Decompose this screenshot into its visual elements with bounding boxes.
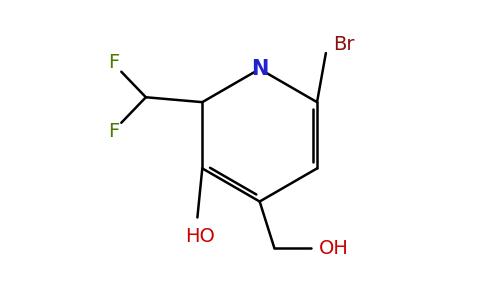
Text: OH: OH <box>318 238 348 258</box>
Text: F: F <box>108 53 120 72</box>
Text: N: N <box>251 59 268 79</box>
Text: HO: HO <box>185 227 215 246</box>
Text: F: F <box>108 122 120 141</box>
Text: Br: Br <box>333 35 355 54</box>
